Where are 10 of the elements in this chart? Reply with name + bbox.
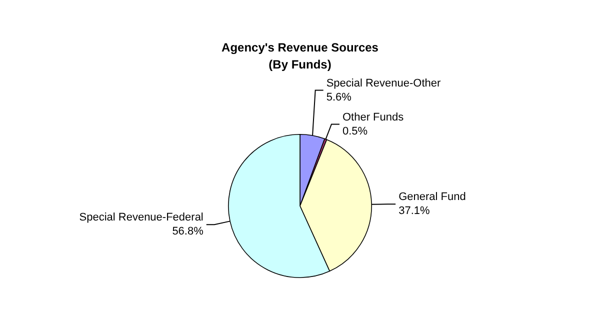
slice-label: Other Funds [342,111,404,124]
slice-label: Special Revenue-Other [326,77,442,90]
chart-subtitle: (By Funds) [268,57,332,72]
data-label: 0.5% [342,125,368,138]
data-label: 5.6% [326,91,352,104]
data-label: 56.8% [172,226,204,238]
chart-title: Agency's Revenue Sources [222,40,379,54]
slice-label: General Fund [398,191,466,204]
slice-label: Special Revenue-Federal [79,212,204,224]
data-label: 37.1% [398,205,430,218]
